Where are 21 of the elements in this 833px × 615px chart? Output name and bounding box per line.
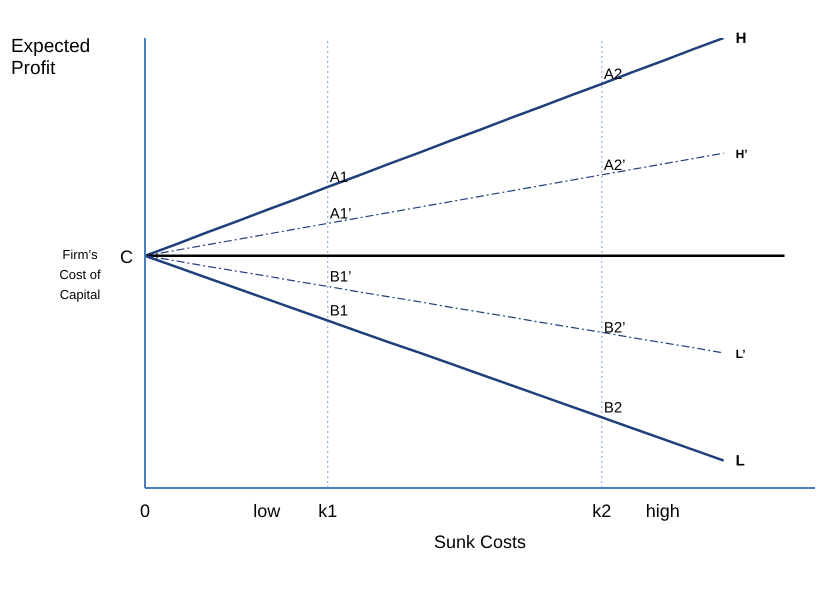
series-label: L (736, 452, 745, 470)
y-axis-title: Expected Profit (11, 36, 92, 80)
annotation: B2 (604, 399, 622, 416)
annotation: C (120, 246, 133, 267)
series-label: H’ (736, 147, 748, 162)
annotation: A1’ (330, 205, 352, 222)
annotation: A2’ (604, 156, 626, 174)
x-tick-label: 0 (140, 500, 150, 521)
annotation: B1’ (330, 268, 352, 286)
series-label: L’ (736, 347, 746, 361)
x-tick-label: low (253, 500, 282, 521)
annotation: A2 (604, 66, 622, 83)
text: Firm’s Cost of Capital (58, 246, 102, 304)
annotation: B1 (330, 302, 348, 320)
annotation: B2’ (604, 320, 626, 337)
x-tick-label: k2 (592, 500, 612, 521)
annotation: A1 (330, 168, 348, 186)
x-tick-label: high (646, 500, 680, 521)
x-tick-label: k1 (318, 500, 338, 521)
series-label: H (736, 30, 746, 47)
x-axis-title: Sunk Costs (434, 532, 526, 552)
